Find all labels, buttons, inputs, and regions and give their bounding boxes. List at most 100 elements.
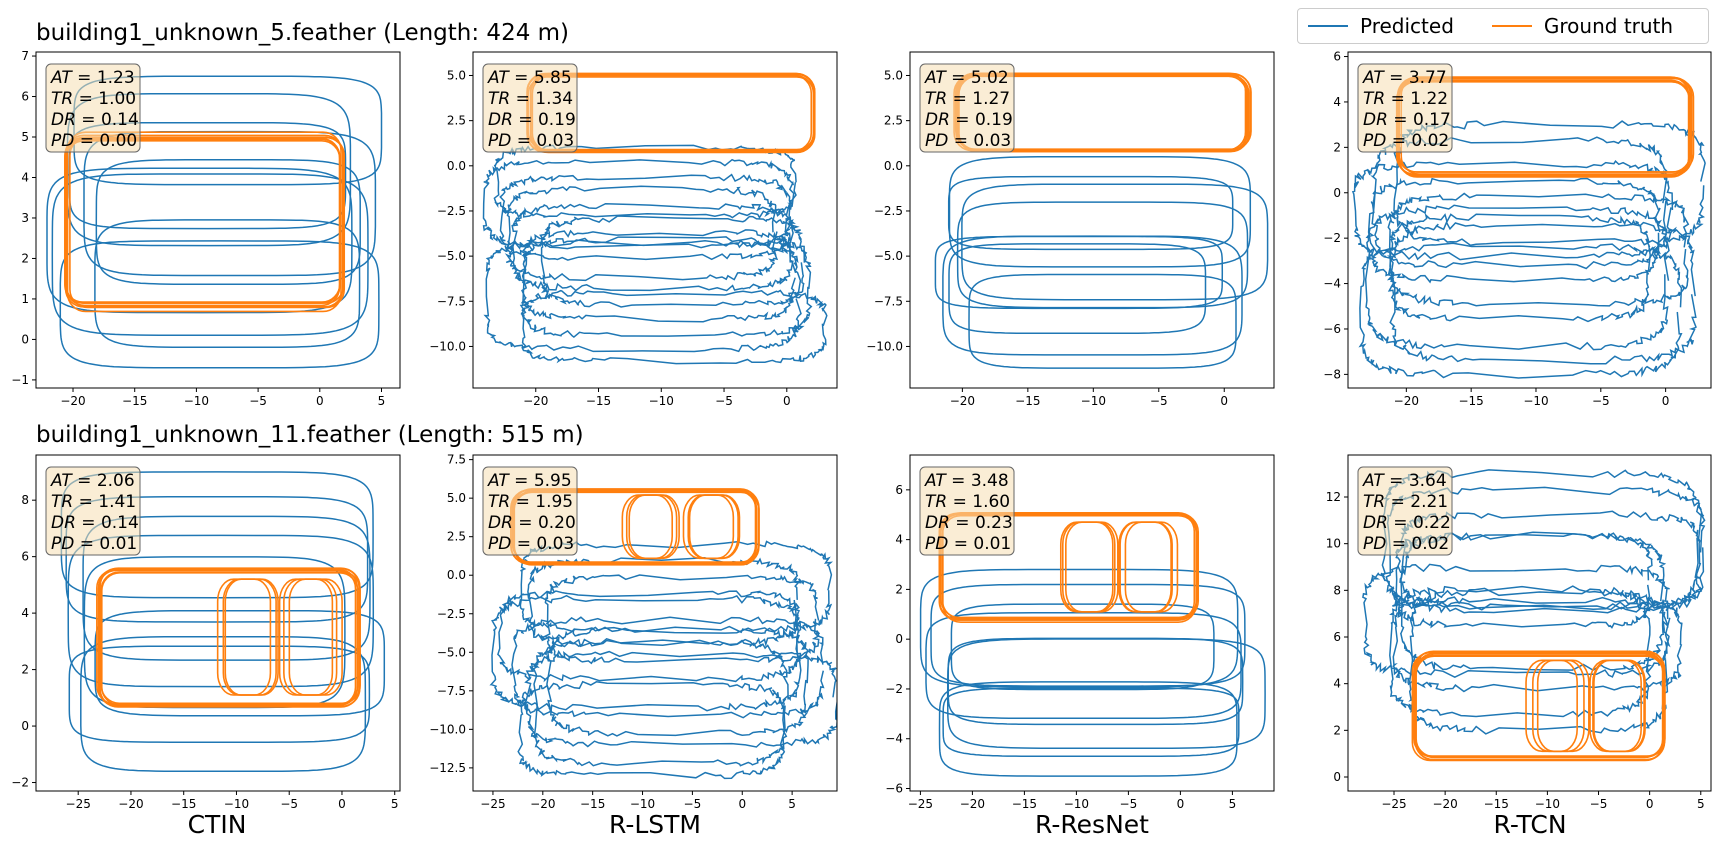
subplot-r-resnet-row1: −20 −15 −10 −5 0 −10.0 −7.5 −5.0 −2.5 0.0 2.5 5.0 AT… (866, 51, 1275, 408)
metrics-box (482, 63, 578, 153)
predicted-trajectory-segment (520, 229, 797, 323)
predicted-trajectory-segment (504, 185, 779, 282)
predicted-trajectory-segment (483, 239, 802, 353)
x-tick-label: −10 (224, 797, 249, 811)
x-tick-label: −20 (523, 394, 548, 408)
x-tick-label: −5 (280, 797, 298, 811)
row-title-1: building1_unknown_5.feather (Length: 424… (36, 20, 570, 46)
y-tick-label: 6 (21, 550, 29, 564)
axes-frame (35, 454, 401, 792)
x-tick-label: 5 (378, 394, 386, 408)
metric-dr: DR = 0.14 (51, 513, 139, 533)
ground-truth-loop (621, 494, 674, 560)
y-tick-label: 0 (1333, 186, 1341, 200)
y-tick-label: 10 (1326, 537, 1341, 551)
axes-frame (1347, 454, 1712, 792)
x-tick-label: −10 (1064, 797, 1089, 811)
predicted-trajectory-segment (942, 235, 1243, 356)
y-tick-label: 2.5 (884, 114, 903, 128)
predicted-trajectory-segment (1393, 532, 1653, 629)
metrics-box (919, 466, 1015, 556)
legend-item-predicted: Predicted (1308, 14, 1454, 38)
x-tick-label: 0 (738, 797, 746, 811)
y-tick-label: −5.0 (437, 249, 466, 263)
y-tick-label: −2.5 (437, 607, 466, 621)
predicted-trajectory-segment (540, 215, 806, 308)
y-tick-label: −10.0 (866, 339, 903, 353)
predicted-trajectory-segment (947, 175, 1234, 251)
predicted-trajectory-segment (1408, 587, 1670, 735)
axes-frame (1347, 51, 1712, 389)
axes-frame (472, 454, 838, 792)
x-tick-label: −5 (1150, 394, 1168, 408)
predicted-trajectory-segment (51, 173, 369, 336)
x-tick-label: −15 (171, 797, 196, 811)
y-tick-label: 4 (21, 170, 29, 184)
y-tick-label: −8 (1323, 367, 1341, 381)
metric-pd: PD = 0.02 (1363, 534, 1449, 554)
metric-pd: PD = 0.01 (51, 534, 137, 554)
metrics-box (45, 63, 141, 153)
predicted-trajectory-segment (938, 681, 1238, 777)
x-tick-label: −15 (1458, 394, 1483, 408)
ground-truth-loop (688, 494, 741, 560)
x-tick-label: −15 (586, 394, 611, 408)
y-tick-label: −12.5 (429, 761, 466, 775)
y-tick-label: 3 (21, 211, 29, 225)
x-tick-label: −20 (1432, 797, 1457, 811)
axes-frame (472, 51, 838, 389)
x-tick-label: 0 (783, 394, 791, 408)
predicted-trajectory-segment (83, 130, 377, 277)
metric-at: AT = 5.85 (487, 68, 572, 88)
predicted-trajectory-segment (489, 594, 802, 712)
y-tick-label: 5.0 (447, 68, 466, 82)
y-tick-label: 0 (21, 719, 29, 733)
y-tick-label: 8 (1333, 583, 1341, 597)
predicted-trajectory-segment (1386, 192, 1690, 307)
y-tick-label: 7.5 (447, 453, 466, 467)
ground-truth-loop (69, 136, 346, 309)
x-tick-label: 5 (1697, 797, 1705, 811)
y-tick-label: 4 (895, 533, 903, 547)
predicted-trajectory-segment (511, 202, 795, 292)
predicted-trajectory-segment (59, 240, 380, 369)
predicted-trajectory-segment (930, 583, 1246, 687)
x-tick-label: −25 (66, 797, 91, 811)
predicted-trajectory-segment (946, 638, 1266, 750)
plot-area (60, 471, 386, 772)
ground-truth-loop (1415, 652, 1664, 759)
y-tick-label: −4 (1323, 277, 1341, 291)
x-tick-label: −10 (1523, 394, 1548, 408)
metric-at: AT = 5.95 (487, 471, 572, 491)
y-tick-label: 8 (21, 493, 29, 507)
y-tick-label: −2 (1323, 231, 1341, 245)
x-tick-label: 0 (1646, 797, 1654, 811)
predicted-line-swatch (1308, 25, 1348, 27)
ground-truth-loop (278, 578, 334, 696)
y-tick-label: 0.0 (447, 568, 466, 582)
y-tick-label: −7.5 (437, 684, 466, 698)
metric-pd: PD = 0.03 (488, 534, 574, 554)
predicted-trajectory-segment (1364, 204, 1670, 351)
y-tick-label: −7.5 (437, 294, 466, 308)
predicted-trajectory-segment (925, 612, 1242, 720)
predicted-trajectory-segment (942, 687, 1240, 758)
ground-truth-loop (224, 578, 279, 696)
y-tick-label: 2 (1333, 140, 1341, 154)
metrics-box (919, 63, 1015, 153)
x-tick-label: −25 (1381, 797, 1406, 811)
y-tick-label: −1 (11, 373, 29, 387)
metric-at: AT = 1.23 (50, 68, 135, 88)
predicted-trajectory-segment (497, 590, 802, 683)
y-tick-label: −7.5 (874, 294, 903, 308)
ground-truth-loop (66, 131, 342, 313)
y-tick-label: 0 (895, 632, 903, 646)
predicted-trajectory-segment (1389, 585, 1652, 718)
column-label-r-tcn: R-TCN (1493, 810, 1567, 839)
predicted-trajectory-segment (948, 243, 1207, 335)
x-tick-label: 0 (316, 394, 324, 408)
